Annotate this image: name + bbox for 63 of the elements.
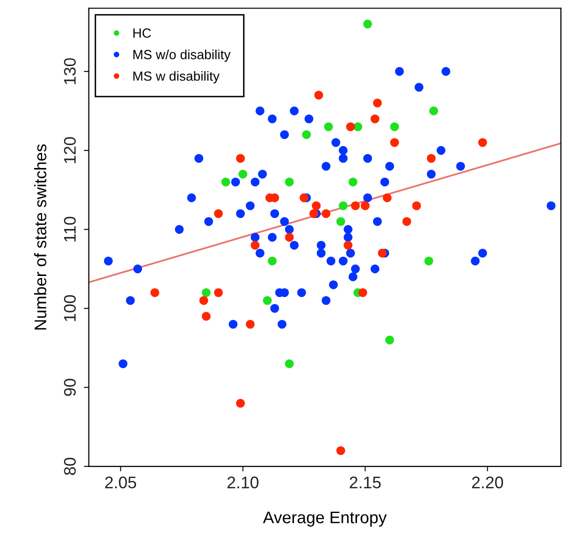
legend-label: MS w disability [133,71,220,84]
point [336,217,346,226]
point [382,193,392,202]
x-tick-label: 2.15 [350,476,381,488]
point [300,193,308,202]
point [370,114,380,124]
point [262,296,272,305]
point [324,122,333,132]
point [346,122,355,132]
point [344,240,352,250]
point [268,256,277,266]
point [390,122,399,132]
x-axis-title: Average Entropy [262,512,387,527]
point [338,201,348,210]
x-tick-label: 2.10 [228,476,258,488]
point [412,201,421,210]
point [402,217,412,226]
point [284,359,294,368]
point [221,178,230,186]
point [202,288,211,298]
point [284,178,294,186]
point [302,130,311,140]
point [214,209,223,218]
point [284,232,294,242]
point [424,256,434,266]
point [373,98,382,108]
y-tick-label: 90 [64,378,76,396]
point [238,170,248,179]
point [426,154,436,163]
point [348,178,358,186]
point [429,106,438,116]
point [214,288,223,298]
point [390,138,399,147]
point [246,320,255,329]
y-tick-label: 130 [64,58,76,84]
x-tick-label: 2.05 [105,476,136,488]
point [314,90,324,100]
point [363,20,372,28]
point [353,122,362,132]
point [360,201,370,210]
y-tick-label: 110 [64,216,76,242]
point [378,248,387,258]
point [336,446,346,455]
y-tick-label: 120 [64,137,76,164]
point [150,288,160,298]
point [358,288,368,298]
y-tick-label: 100 [64,295,76,322]
point [199,296,208,305]
point [202,312,211,321]
point [322,209,330,218]
y-tick-label: 80 [64,458,76,475]
point [309,209,318,218]
point [312,201,321,210]
legend-label: HC [133,28,151,38]
point [478,138,487,147]
point [250,240,260,250]
point [351,201,360,210]
point [236,398,245,408]
point [385,336,394,344]
x-tick-label: 2.20 [472,476,504,488]
point [236,154,245,163]
legend-label: MS w/o disability [133,50,231,62]
y-axis-title: Number of state switches [34,144,46,330]
